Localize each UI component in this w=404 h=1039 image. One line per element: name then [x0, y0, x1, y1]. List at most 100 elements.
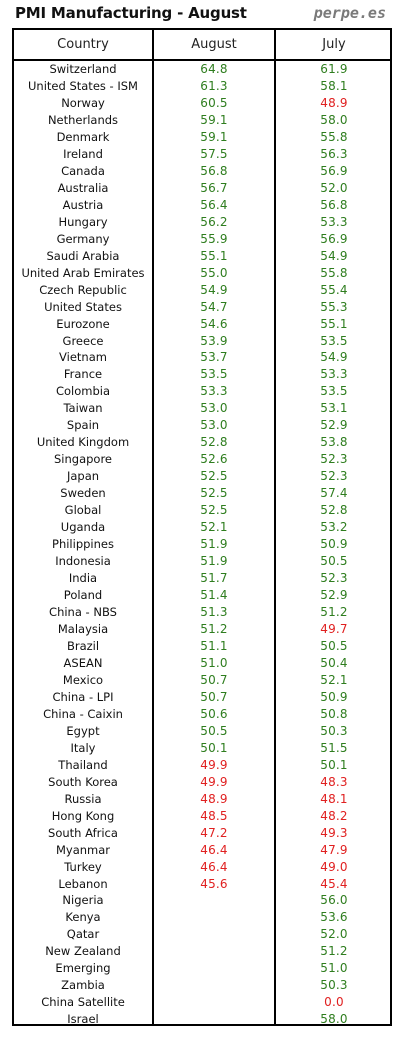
august-value-cell: 60.5 [200, 95, 228, 110]
column-divider [152, 30, 154, 1024]
table-row: Turkey 46.4 49.0 [14, 859, 390, 876]
august-value-cell: 49.9 [200, 774, 228, 789]
july-value-cell: 53.3 [320, 367, 348, 382]
august-value-cell: 53.5 [200, 367, 228, 382]
country-cell: Australia [57, 180, 109, 195]
table-row: Uganda 52.1 53.2 [14, 519, 390, 536]
july-value-cell: 53.8 [320, 435, 348, 450]
august-value-cell: 56.8 [200, 163, 228, 178]
july-value-cell: 56.8 [320, 197, 348, 212]
table-row: ASEAN 51.0 50.4 [14, 655, 390, 672]
country-cell: Czech Republic [39, 282, 127, 297]
august-value-cell: 51.9 [200, 554, 228, 569]
july-value-cell: 56.0 [320, 893, 348, 908]
table-row: Philippines 51.9 50.9 [14, 536, 390, 553]
country-cell: Ireland [63, 146, 103, 161]
country-cell: ASEAN [63, 655, 103, 670]
august-value-cell: 54.7 [200, 299, 228, 314]
country-cell: Spain [66, 418, 100, 433]
july-value-cell: 48.9 [320, 95, 348, 110]
august-value-cell: 56.7 [200, 180, 228, 195]
august-value-cell: 51.1 [200, 638, 228, 653]
july-value-cell: 49.7 [320, 621, 348, 636]
country-cell: China - Caixin [43, 706, 123, 721]
table-row: Japan 52.5 52.3 [14, 468, 390, 485]
table-row: China - NBS 51.3 51.2 [14, 604, 390, 621]
country-cell: Austria [62, 197, 104, 212]
country-cell: France [63, 367, 103, 382]
country-cell: Sweden [60, 486, 106, 501]
august-value-cell: 47.2 [200, 825, 228, 840]
august-value-cell: 55.1 [200, 248, 228, 263]
country-cell: Germany [56, 231, 110, 246]
country-cell: China - LPI [52, 689, 114, 704]
table-row: Lebanon 45.6 45.4 [14, 876, 390, 893]
table-row: Indonesia 51.9 50.5 [14, 553, 390, 570]
august-value-cell: 45.6 [200, 876, 228, 891]
table-row: South Korea 49.9 48.3 [14, 774, 390, 791]
august-value-cell [154, 994, 274, 1011]
august-value-cell: 50.6 [200, 706, 228, 721]
august-value-cell: 52.5 [200, 486, 228, 501]
country-cell: Mexico [62, 672, 104, 687]
country-cell: Turkey [64, 859, 102, 874]
table-row: Eurozone 54.6 55.1 [14, 316, 390, 333]
table-body: Switzerland 64.8 61.9 United States - ISM 61… [14, 61, 390, 1028]
country-cell: India [68, 571, 98, 586]
country-cell: Denmark [56, 129, 110, 144]
country-cell: Thailand [58, 757, 108, 772]
country-cell: Kenya [65, 910, 101, 925]
july-value-cell: 52.3 [320, 469, 348, 484]
country-cell: Indonesia [55, 554, 111, 569]
july-value-cell: 58.1 [320, 78, 348, 93]
country-cell: Israel [67, 1012, 99, 1027]
august-value-cell: 61.3 [200, 78, 228, 93]
country-cell: China Satellite [41, 995, 125, 1010]
country-cell: South Africa [48, 825, 118, 840]
july-value-cell: 51.5 [320, 740, 348, 755]
table-row: Germany 55.9 56.9 [14, 231, 390, 248]
august-value-cell: 57.5 [200, 146, 228, 161]
table-row: Mexico 50.7 52.1 [14, 672, 390, 689]
july-value-cell: 55.8 [320, 265, 348, 280]
country-cell: Poland [63, 588, 103, 603]
table-row: United States 54.7 55.3 [14, 299, 390, 316]
august-value-cell: 50.7 [200, 672, 228, 687]
table-row: Kenya 53.6 [14, 909, 390, 926]
table-row: Denmark 59.1 55.8 [14, 129, 390, 146]
table-row: Netherlands 59.1 58.0 [14, 112, 390, 129]
column-header-august: August [191, 37, 237, 52]
country-cell: Hong Kong [51, 808, 115, 823]
table-row: Poland 51.4 52.9 [14, 587, 390, 604]
table-row: China Satellite 0.0 [14, 994, 390, 1011]
july-value-cell: 58.0 [320, 1012, 348, 1027]
august-value-cell: 51.7 [200, 571, 228, 586]
august-value-cell: 48.9 [200, 791, 228, 806]
july-value-cell: 52.9 [320, 418, 348, 433]
august-value-cell: 48.5 [200, 808, 228, 823]
country-cell: Netherlands [47, 112, 119, 127]
country-cell: United States [44, 299, 122, 314]
august-value-cell: 50.7 [200, 689, 228, 704]
august-value-cell [154, 977, 274, 994]
august-value-cell: 59.1 [200, 112, 228, 127]
august-value-cell: 53.3 [200, 384, 228, 399]
table-row: New Zealand 51.2 [14, 943, 390, 960]
july-value-cell: 48.2 [320, 808, 348, 823]
table-header-row: Country August July [14, 30, 390, 61]
table-row: Myanmar 46.4 47.9 [14, 842, 390, 859]
august-value-cell [154, 960, 274, 977]
july-value-cell: 52.0 [320, 180, 348, 195]
july-value-cell: 56.3 [320, 146, 348, 161]
august-value-cell: 46.4 [200, 842, 228, 857]
july-value-cell: 52.3 [320, 452, 348, 467]
table-row: United Kingdom 52.8 53.8 [14, 434, 390, 451]
august-value-cell: 53.0 [200, 418, 228, 433]
table-row: Austria 56.4 56.8 [14, 197, 390, 214]
july-value-cell: 53.1 [320, 401, 348, 416]
country-cell: Qatar [66, 927, 100, 942]
country-cell: Italy [70, 740, 96, 755]
table-row: Czech Republic 54.9 55.4 [14, 282, 390, 299]
july-value-cell: 57.4 [320, 486, 348, 501]
column-header-country: Country [57, 37, 109, 52]
